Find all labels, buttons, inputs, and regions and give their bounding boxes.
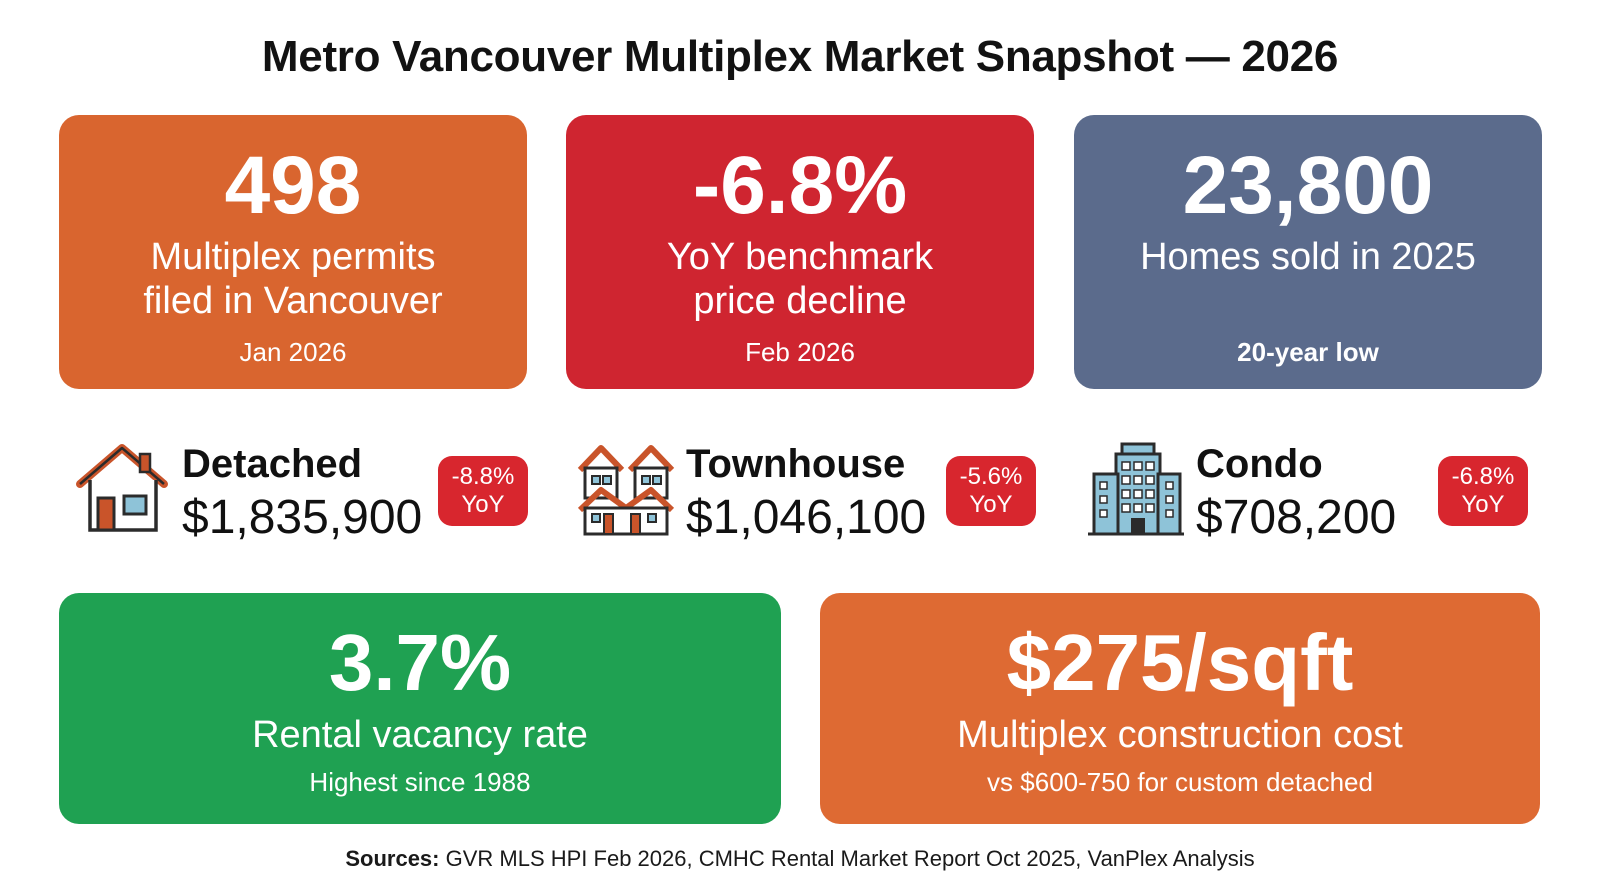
townhouse-change-value: -5.6% <box>959 463 1023 490</box>
condo-price-item: Condo $708,200 -6.8% YoY <box>1086 440 1546 550</box>
townhouse-change-badge: -5.6% YoY <box>946 456 1036 526</box>
permits-label: Multiplex permits filed in Vancouver <box>143 235 442 323</box>
construction-cost-label: Multiplex construction cost <box>957 714 1403 756</box>
construction-cost-value: $275/sqft <box>1006 618 1354 707</box>
vacancy-label: Rental vacancy rate <box>252 714 588 756</box>
permits-label-line1: Multiplex permits <box>150 236 436 278</box>
sources-text: GVR MLS HPI Feb 2026, CMHC Rental Market… <box>439 846 1255 871</box>
house-icon <box>76 444 168 532</box>
condo-change-unit: YoY <box>1461 491 1505 518</box>
permits-date: Jan 2026 <box>239 337 347 367</box>
townhouse-label: Townhouse <box>686 442 906 486</box>
price-decline-stat-card: -6.8% YoY benchmark price decline Feb 20… <box>566 115 1034 389</box>
condo-change-value: -6.8% <box>1451 463 1515 490</box>
price-decline-label-line1: YoY benchmark <box>666 236 934 278</box>
condo-change-badge: -6.8% YoY <box>1438 456 1528 526</box>
page-title: Metro Vancouver Multiplex Market Snapsho… <box>261 32 1339 81</box>
detached-change-value: -8.8% <box>451 463 515 490</box>
townhouse-icon <box>577 445 675 536</box>
condo-price: $708,200 <box>1196 491 1397 544</box>
detached-change-unit: YoY <box>461 491 505 518</box>
sources-prefix: Sources: <box>345 846 440 871</box>
price-decline-value: -6.8% <box>692 140 908 231</box>
vacancy-note: Highest since 1988 <box>309 767 531 797</box>
detached-change-badge: -8.8% YoY <box>438 456 528 526</box>
condo-building-icon <box>1088 442 1184 536</box>
permits-label-line2: filed in Vancouver <box>143 280 443 322</box>
homes-sold-note: 20-year low <box>1237 337 1379 367</box>
townhouse-price-item: Townhouse $1,046,100 -5.6% YoY <box>576 440 1036 550</box>
price-decline-date: Feb 2026 <box>745 337 855 367</box>
vacancy-value: 3.7% <box>328 618 512 707</box>
condo-label: Condo <box>1196 442 1323 486</box>
homes-sold-label: Homes sold in 2025 <box>1140 236 1476 278</box>
homes-sold-value: 23,800 <box>1182 140 1434 231</box>
townhouse-change-unit: YoY <box>969 491 1013 518</box>
construction-cost-note: vs $600-750 for custom detached <box>987 767 1373 797</box>
townhouse-price: $1,046,100 <box>686 491 927 544</box>
price-decline-label-line2: price decline <box>693 280 907 322</box>
homes-sold-stat-card: 23,800 Homes sold in 2025 20-year low <box>1074 115 1542 389</box>
detached-price-item: Detached $1,835,900 -8.8% YoY <box>72 440 532 550</box>
price-decline-label: YoY benchmark price decline <box>667 235 933 323</box>
sources-footnote: Sources: GVR MLS HPI Feb 2026, CMHC Rent… <box>0 846 1600 872</box>
detached-label: Detached <box>182 442 363 486</box>
permits-stat-card: 498 Multiplex permits filed in Vancouver… <box>59 115 527 389</box>
permits-value: 498 <box>224 140 362 231</box>
construction-cost-stat-card: $275/sqft Multiplex construction cost vs… <box>820 593 1540 824</box>
detached-price: $1,835,900 <box>182 491 423 544</box>
vacancy-stat-card: 3.7% Rental vacancy rate Highest since 1… <box>59 593 781 824</box>
